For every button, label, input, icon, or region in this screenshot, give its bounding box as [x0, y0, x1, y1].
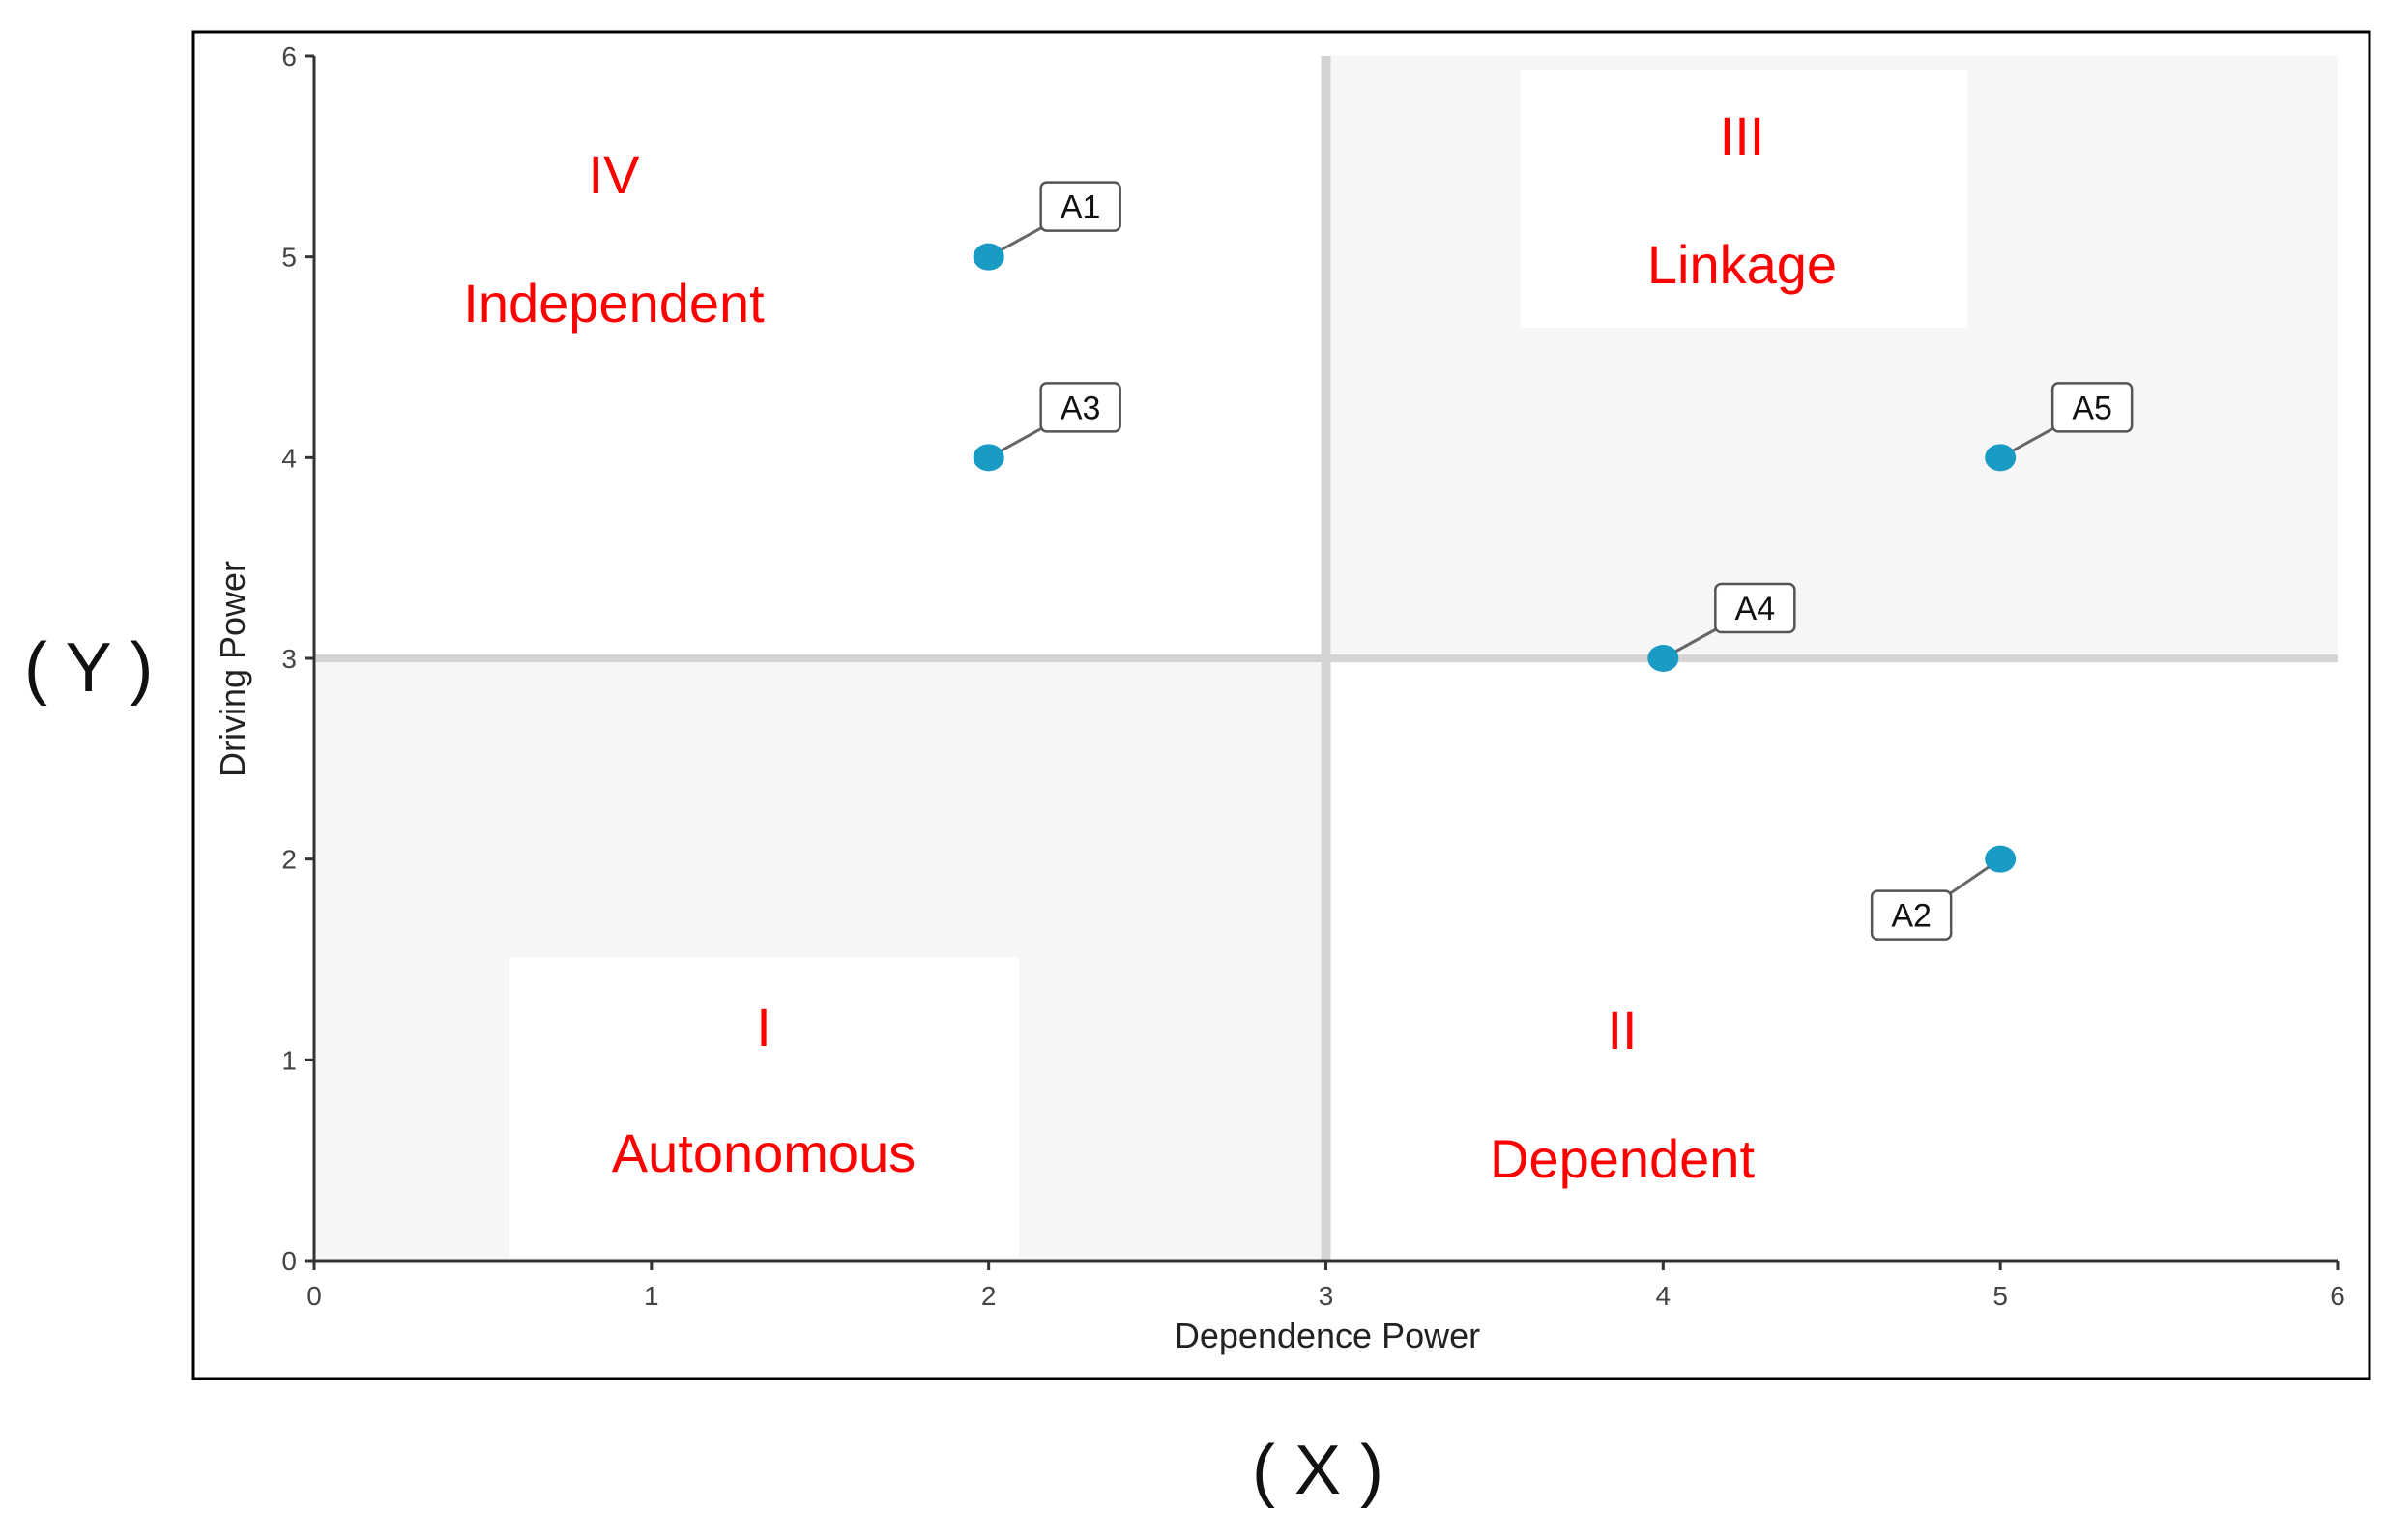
data-points: A1 A2 A3 A4 A5: [973, 181, 2134, 941]
y-axis-title: Driving Power: [213, 561, 252, 777]
quadrant-name-iv: Independent: [463, 273, 765, 334]
quadrant-labels: I Autonomous II Dependent III Linkage IV Indepe…: [463, 105, 1837, 1189]
y-tick-label: 5: [281, 243, 297, 273]
callout-box: [1714, 582, 1796, 634]
y-tick-label: 4: [281, 443, 297, 473]
x-axis-title: Dependence Power: [1175, 1316, 1480, 1355]
quadrant-name-iii: Linkage: [1647, 234, 1837, 295]
outer-x-label: ( X ): [1252, 1432, 1383, 1509]
x-tick-label: 3: [1319, 1281, 1334, 1311]
point-label: A1: [1061, 189, 1101, 226]
data-point-group: A2: [1870, 845, 2017, 941]
data-point: [1985, 444, 2017, 472]
data-point: [1985, 845, 2017, 873]
y-tick-label: 3: [281, 644, 297, 674]
point-label: A4: [1735, 591, 1776, 627]
y-tick-label: 6: [281, 42, 297, 72]
data-point-group: A3: [973, 382, 1121, 472]
axes: 0 1 2 3 4 5 6 0 1 2 3 4 5 6: [281, 42, 2344, 1311]
callout-box: [2050, 382, 2134, 433]
x-tick-label: 0: [306, 1281, 322, 1311]
x-tick-label: 6: [2330, 1281, 2345, 1311]
x-tick-label: 1: [644, 1281, 659, 1311]
data-point: [1647, 645, 1679, 672]
quadrant-dividers: [314, 56, 2338, 1261]
point-label: A5: [2072, 390, 2112, 426]
y-tick-label: 1: [281, 1045, 297, 1075]
quadrant-label-box-iii: [1521, 70, 1967, 328]
quadrant-label-box-i: [509, 957, 1019, 1257]
data-point-group: A5: [1985, 382, 2134, 472]
quadrant-name-i: Autonomous: [612, 1122, 916, 1183]
data-point: [973, 444, 1004, 472]
quadrant-label-boxes: [509, 70, 1967, 1257]
x-tick-label: 2: [981, 1281, 997, 1311]
data-point: [973, 243, 1004, 271]
x-tick-label: 5: [1992, 1281, 2008, 1311]
quadrant-numeral-i: I: [756, 997, 771, 1058]
y-tick-label: 0: [281, 1246, 297, 1276]
x-tick-label: 4: [1656, 1281, 1672, 1311]
data-point-group: A4: [1647, 582, 1796, 672]
data-point-group: A1: [973, 181, 1121, 271]
quadrant-numeral-iv: IV: [589, 144, 641, 205]
point-label: A2: [1891, 898, 1932, 935]
callout-box: [1039, 382, 1121, 433]
quadrant-numeral-iii: III: [1720, 105, 1765, 166]
callout-box: [1039, 181, 1121, 232]
outer-y-label: ( Y ): [24, 629, 154, 707]
callout-box: [1870, 889, 1953, 941]
y-tick-label: 2: [281, 845, 297, 875]
point-label: A3: [1061, 390, 1101, 426]
quadrant-numeral-ii: II: [1607, 1000, 1637, 1061]
quadrant-name-ii: Dependent: [1490, 1128, 1755, 1189]
